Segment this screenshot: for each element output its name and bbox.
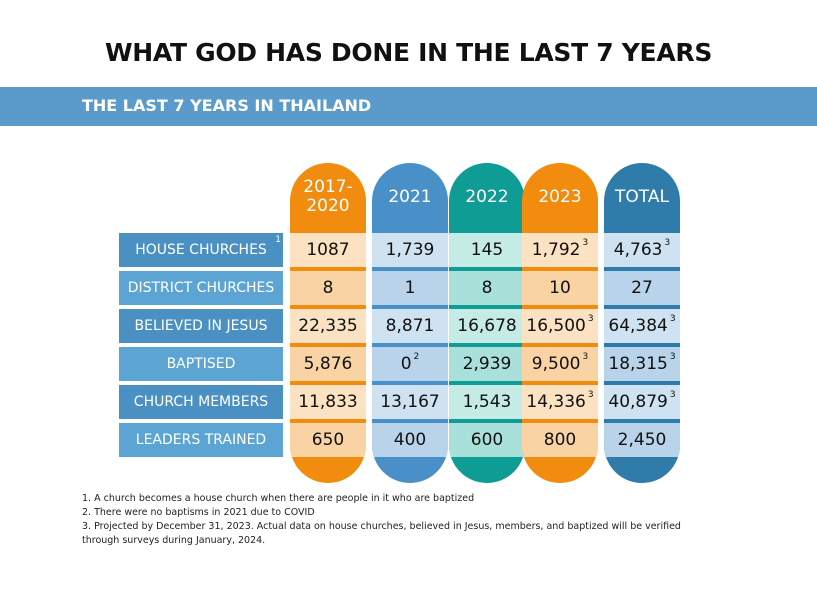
value-cell: 400 <box>372 423 448 457</box>
value-cell: 5,876 <box>290 347 366 381</box>
footnote-ref: 3 <box>587 314 594 324</box>
column-pill: 2021 1,739 1 8,871 0 2 13,167 400 <box>372 163 448 483</box>
value-cell: 16,678 <box>449 309 525 343</box>
row-label: CHURCH MEMBERS <box>119 385 283 419</box>
value-cell: 14,336 3 <box>522 385 598 419</box>
column-header: 2022 <box>465 186 509 207</box>
value-cell: 9,500 3 <box>522 347 598 381</box>
footnote: 1. A church becomes a house church when … <box>82 493 475 504</box>
footnotes: 1. A church becomes a house church when … <box>82 492 681 548</box>
column-pill: 2023 1,792 3 10 16,500 3 9,500 3 14,336 3 800 <box>522 163 598 483</box>
value-cell: 800 <box>522 423 598 457</box>
value-cell: 18,315 3 <box>604 347 680 381</box>
column-header: 2021 <box>388 186 432 207</box>
value-cell: 11,833 <box>290 385 366 419</box>
value-cell: 8 <box>449 271 525 305</box>
value-cell: 22,335 <box>290 309 366 343</box>
column-pill: 2017- 2020 1087 8 22,335 5,876 11,833 650 <box>290 163 366 483</box>
value-cell: 1,739 <box>372 233 448 267</box>
row-label: HOUSE CHURCHES 1 <box>119 233 283 267</box>
value-cell: 2,939 <box>449 347 525 381</box>
footnote-ref: 3 <box>669 390 676 400</box>
section-title: THE LAST 7 YEARS IN THAILAND <box>82 96 372 115</box>
value-cell: 4,763 3 <box>604 233 680 267</box>
footnote-ref: 3 <box>664 238 671 248</box>
footnote-ref: 3 <box>582 238 589 248</box>
footnote: 2. There were no baptisms in 2021 due to… <box>82 507 315 518</box>
value-cell: 8,871 <box>372 309 448 343</box>
value-cell: 40,879 3 <box>604 385 680 419</box>
column-header: 2023 <box>538 186 582 207</box>
footnote: 3. Projected by December 31, 2023. Actua… <box>82 521 681 532</box>
value-cell: 8 <box>290 271 366 305</box>
section-banner: THE LAST 7 YEARS IN THAILAND <box>0 87 817 126</box>
footnote-ref: 3 <box>587 390 594 400</box>
value-cell: 650 <box>290 423 366 457</box>
value-cell: 2,450 <box>604 423 680 457</box>
column-pill: 2022 145 8 16,678 2,939 1,543 600 <box>449 163 525 483</box>
row-label: LEADERS TRAINED <box>119 423 283 457</box>
value-cell: 16,500 3 <box>522 309 598 343</box>
footnote-ref: 3 <box>582 352 589 362</box>
row-label: BELIEVED IN JESUS <box>119 309 283 343</box>
value-cell: 64,384 3 <box>604 309 680 343</box>
footnote-ref: 3 <box>669 314 676 324</box>
row-label: BAPTISED <box>119 347 283 381</box>
value-cell: 145 <box>449 233 525 267</box>
value-cell: 13,167 <box>372 385 448 419</box>
footnote-ref: 2 <box>413 352 420 362</box>
row-label: DISTRICT CHURCHES <box>119 271 283 305</box>
footnote: through surveys during January, 2024. <box>82 535 266 546</box>
footnote-ref: 1 <box>275 235 281 245</box>
value-cell: 10 <box>522 271 598 305</box>
value-cell: 600 <box>449 423 525 457</box>
column-header: TOTAL <box>615 186 669 207</box>
value-cell: 27 <box>604 271 680 305</box>
column-pill: TOTAL 4,763 3 27 64,384 3 18,315 3 40,879 3 2,450 <box>604 163 680 483</box>
column-header: 2017- 2020 <box>303 177 353 216</box>
value-cell: 1,543 <box>449 385 525 419</box>
page-title: WHAT GOD HAS DONE IN THE LAST 7 YEARS <box>104 38 713 67</box>
footnote-ref: 3 <box>669 352 676 362</box>
value-cell: 1087 <box>290 233 366 267</box>
value-cell: 1 <box>372 271 448 305</box>
value-cell: 1,792 3 <box>522 233 598 267</box>
